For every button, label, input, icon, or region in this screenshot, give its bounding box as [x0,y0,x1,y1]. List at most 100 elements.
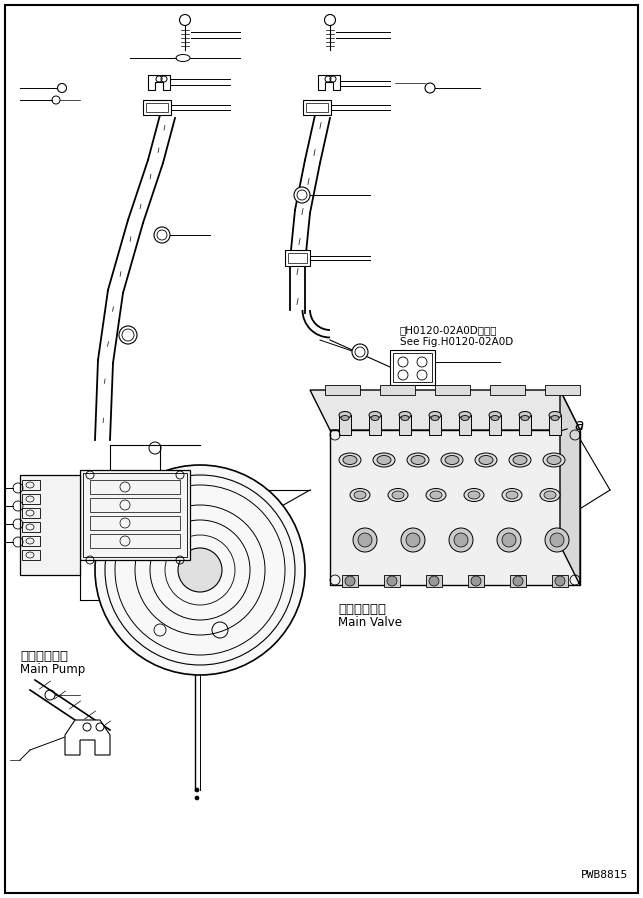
Text: PWB8815: PWB8815 [581,870,628,880]
Ellipse shape [377,455,391,464]
Circle shape [401,528,425,552]
Text: メインポンプ: メインポンプ [20,650,68,663]
Ellipse shape [392,491,404,499]
Bar [489,415,501,435]
Bar [90,480,180,494]
Bar [426,575,442,587]
Ellipse shape [399,411,411,418]
Ellipse shape [519,411,531,418]
Ellipse shape [551,416,559,420]
Bar [20,475,80,575]
Ellipse shape [369,411,381,418]
Text: Main Valve: Main Valve [338,616,402,629]
Polygon shape [318,75,340,90]
Bar [384,575,400,587]
Ellipse shape [431,416,439,420]
Bar [393,353,432,382]
Bar [90,534,180,548]
Bar [22,522,40,532]
Circle shape [545,528,569,552]
Bar [459,415,471,435]
Ellipse shape [407,453,429,467]
Bar [519,415,531,435]
Bar [342,575,358,587]
Ellipse shape [540,489,560,501]
Ellipse shape [350,489,370,501]
Bar [468,575,484,587]
Ellipse shape [461,416,469,420]
Circle shape [358,533,372,547]
Circle shape [471,576,481,586]
Circle shape [119,326,137,344]
Bar [306,103,328,112]
Bar [369,415,381,435]
Bar [399,415,411,435]
Ellipse shape [411,455,425,464]
Bar [22,480,40,490]
Ellipse shape [354,491,366,499]
Circle shape [387,576,397,586]
Ellipse shape [543,453,565,467]
Circle shape [154,227,170,243]
Ellipse shape [549,411,561,418]
Ellipse shape [491,416,499,420]
Ellipse shape [521,416,529,420]
Circle shape [502,533,516,547]
Bar [552,575,568,587]
Ellipse shape [429,411,441,418]
Circle shape [513,576,523,586]
Bar [22,550,40,560]
Ellipse shape [401,416,409,420]
Ellipse shape [388,489,408,501]
Bar [549,415,561,435]
Text: a: a [574,418,583,433]
Ellipse shape [544,491,556,499]
Bar [90,498,180,512]
Ellipse shape [430,491,442,499]
Ellipse shape [468,491,480,499]
Circle shape [353,528,377,552]
Circle shape [449,528,473,552]
Ellipse shape [341,416,349,420]
Ellipse shape [502,489,522,501]
Circle shape [178,548,222,592]
Circle shape [406,533,420,547]
Circle shape [429,576,439,586]
Circle shape [550,533,564,547]
Ellipse shape [339,411,351,418]
Text: 第H0120-02A0D図参照: 第H0120-02A0D図参照 [400,325,498,335]
Ellipse shape [426,489,446,501]
Circle shape [195,788,199,792]
Text: a: a [215,488,224,503]
Bar [510,575,526,587]
Ellipse shape [373,453,395,467]
Ellipse shape [371,416,379,420]
Circle shape [352,344,368,360]
Ellipse shape [441,453,463,467]
Bar [390,350,435,385]
Bar [80,470,190,560]
Polygon shape [65,720,110,755]
Ellipse shape [343,455,357,464]
Polygon shape [310,390,580,430]
Bar [22,508,40,518]
Text: Main Pump: Main Pump [20,663,86,676]
Bar [330,430,580,585]
Polygon shape [148,75,170,90]
Bar [339,415,351,435]
Bar [303,100,331,115]
Bar [143,100,171,115]
Bar [22,536,40,546]
Ellipse shape [506,491,518,499]
Circle shape [294,187,310,203]
Ellipse shape [475,453,497,467]
Polygon shape [560,390,580,585]
Circle shape [95,465,305,675]
Bar [285,250,310,266]
Ellipse shape [339,453,361,467]
Text: See Fig.H0120-02A0D: See Fig.H0120-02A0D [400,337,513,347]
Text: メインバルブ: メインバルブ [338,603,386,616]
Bar [22,494,40,504]
Ellipse shape [547,455,561,464]
Bar [435,385,470,395]
